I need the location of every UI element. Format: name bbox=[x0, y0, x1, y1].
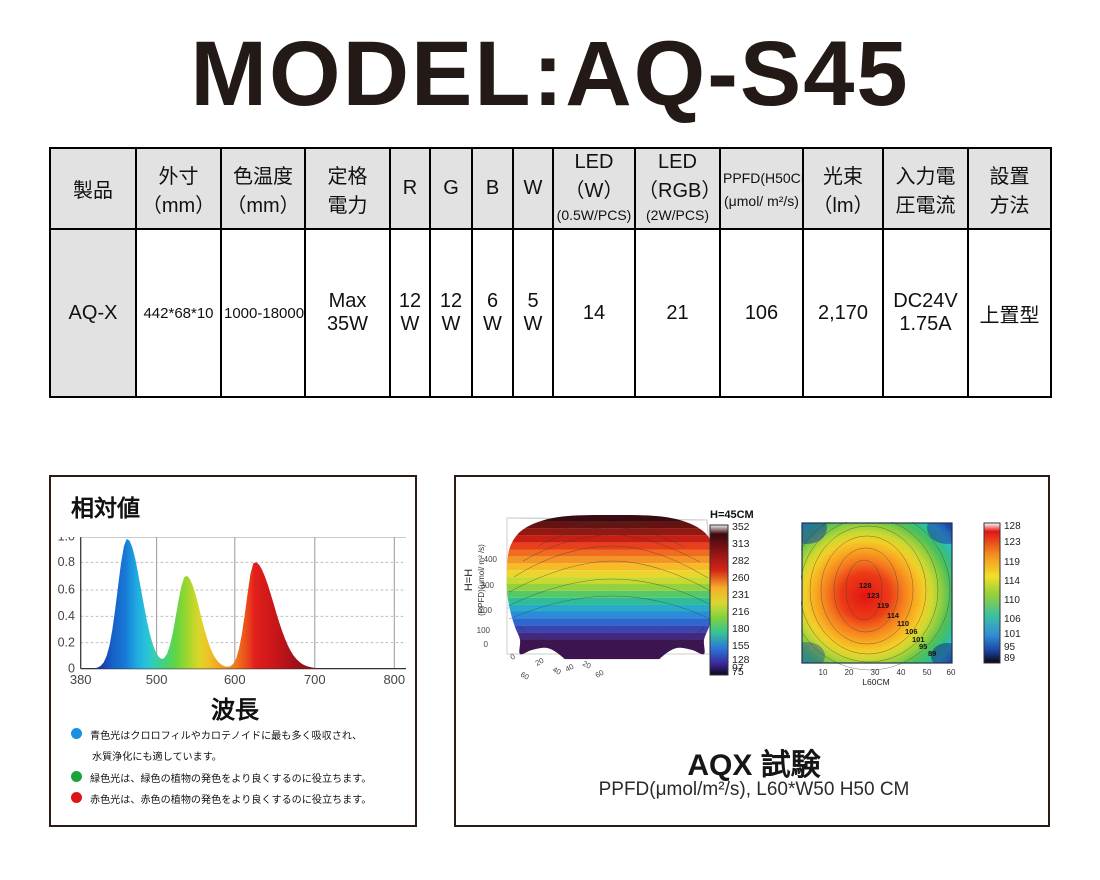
svg-text:20: 20 bbox=[534, 656, 546, 668]
svg-text:400: 400 bbox=[484, 555, 498, 564]
svg-text:101: 101 bbox=[1004, 629, 1021, 640]
svg-text:282: 282 bbox=[732, 555, 750, 567]
svg-text:155: 155 bbox=[732, 640, 750, 652]
svg-text:260: 260 bbox=[732, 572, 750, 584]
svg-text:128: 128 bbox=[859, 581, 872, 590]
svg-text:300: 300 bbox=[481, 581, 495, 590]
svg-text:352: 352 bbox=[732, 521, 750, 533]
svg-text:89: 89 bbox=[1004, 653, 1016, 664]
svg-text:500: 500 bbox=[146, 672, 168, 687]
svg-text:200: 200 bbox=[479, 606, 493, 615]
svg-text:231: 231 bbox=[732, 589, 750, 601]
svg-text:110: 110 bbox=[1004, 595, 1020, 606]
svg-text:0.4: 0.4 bbox=[58, 609, 75, 623]
svg-text:95: 95 bbox=[1004, 642, 1016, 653]
svg-text:0.2: 0.2 bbox=[58, 635, 75, 649]
svg-text:0.6: 0.6 bbox=[58, 583, 75, 597]
svg-text:89: 89 bbox=[928, 649, 936, 658]
svg-text:0.8: 0.8 bbox=[58, 555, 75, 569]
svg-text:119: 119 bbox=[877, 601, 889, 610]
svg-text:700: 700 bbox=[304, 672, 326, 687]
svg-text:60: 60 bbox=[594, 668, 606, 680]
svg-text:0: 0 bbox=[484, 640, 489, 649]
svg-text:10: 10 bbox=[819, 668, 828, 677]
svg-text:106: 106 bbox=[1004, 614, 1021, 625]
svg-text:800: 800 bbox=[383, 672, 405, 687]
svg-text:40: 40 bbox=[564, 662, 576, 674]
svg-text:1.0: 1.0 bbox=[58, 537, 75, 544]
svg-text:50: 50 bbox=[923, 668, 932, 677]
svg-text:H=H: H=H bbox=[463, 569, 475, 591]
svg-text:0: 0 bbox=[509, 652, 517, 662]
svg-text:40: 40 bbox=[551, 665, 563, 677]
svg-text:60: 60 bbox=[519, 670, 531, 682]
svg-text:123: 123 bbox=[1004, 537, 1021, 548]
svg-text:20: 20 bbox=[581, 659, 593, 671]
svg-text:313: 313 bbox=[732, 538, 750, 550]
svg-text:114: 114 bbox=[1004, 576, 1020, 587]
svg-text:0: 0 bbox=[68, 662, 75, 676]
svg-text:216: 216 bbox=[732, 606, 750, 618]
svg-text:95: 95 bbox=[919, 642, 927, 651]
svg-text:60: 60 bbox=[947, 668, 956, 677]
svg-text:600: 600 bbox=[224, 672, 246, 687]
svg-text:123: 123 bbox=[867, 591, 880, 600]
svg-text:119: 119 bbox=[1004, 557, 1020, 568]
svg-text:40: 40 bbox=[897, 668, 906, 677]
svg-text:L60CM: L60CM bbox=[862, 677, 889, 687]
svg-text:30: 30 bbox=[871, 668, 880, 677]
svg-text:20: 20 bbox=[845, 668, 854, 677]
svg-text:180: 180 bbox=[732, 623, 750, 635]
svg-text:75: 75 bbox=[732, 666, 744, 678]
svg-text:100: 100 bbox=[477, 626, 491, 635]
svg-text:128: 128 bbox=[1004, 521, 1021, 532]
